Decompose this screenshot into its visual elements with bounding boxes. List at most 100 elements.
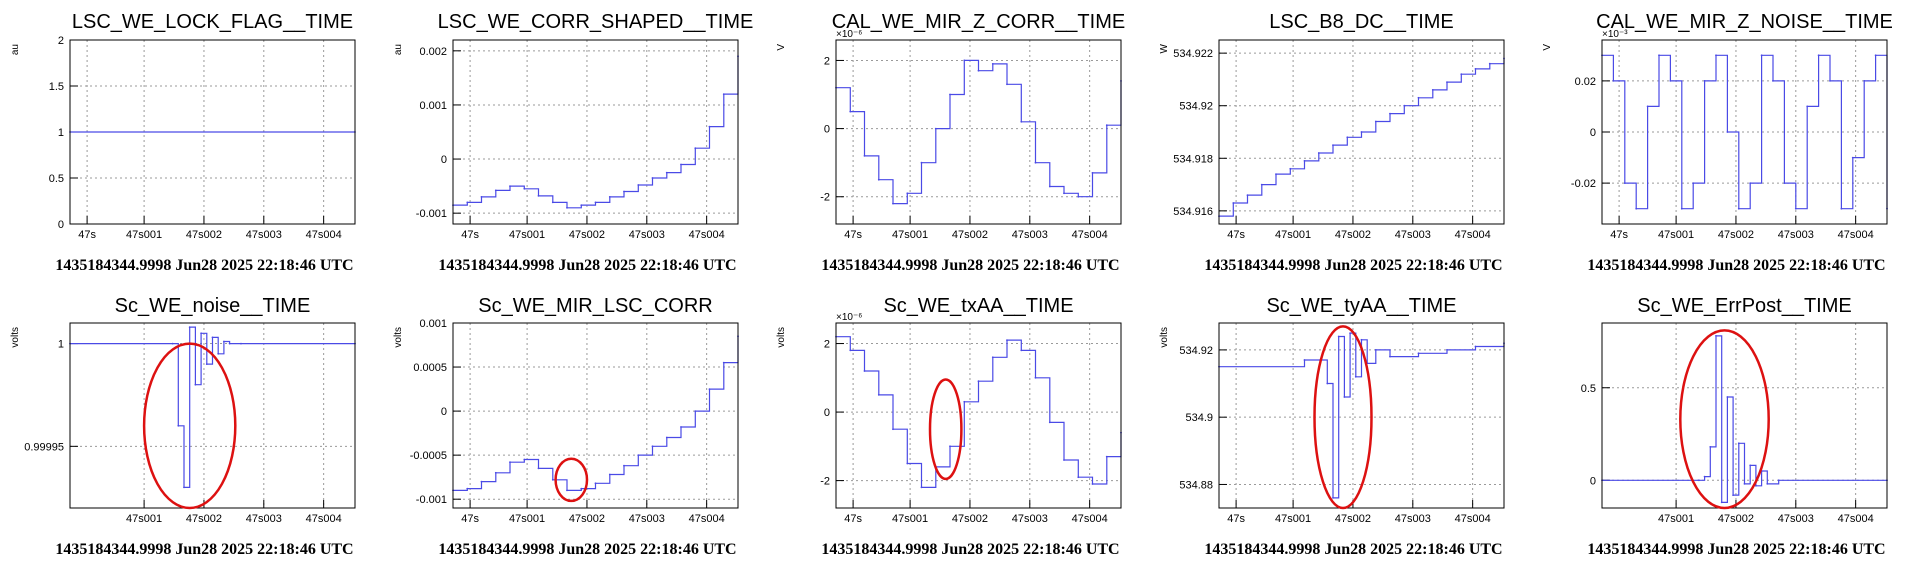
data-point bbox=[1006, 83, 1008, 86]
y-tick-label: 534.918 bbox=[1173, 153, 1213, 165]
y-tick-label: 2 bbox=[824, 55, 830, 67]
chart-title: Sc_WE_noise__TIME bbox=[115, 295, 311, 317]
data-point bbox=[665, 171, 668, 174]
chart-title: Sc_WE_ErrPost__TIME bbox=[1637, 295, 1852, 317]
data-point bbox=[1715, 335, 1717, 337]
x-tick-label: 47s bbox=[78, 229, 96, 241]
chart-panel-3: CAL_WE_MIR_Z_CORR__TIME V ×10⁻⁶ 47s 47s001 47… bbox=[776, 11, 1125, 274]
data-point bbox=[1303, 160, 1306, 162]
data-point bbox=[1646, 105, 1649, 108]
data-point bbox=[906, 192, 909, 195]
data-point bbox=[920, 161, 923, 164]
y-axis-label: volts bbox=[393, 327, 404, 348]
chart-title: Sc_WE_MIR_LSC_CORR bbox=[478, 295, 713, 317]
data-point bbox=[1246, 194, 1249, 197]
data-point bbox=[1703, 80, 1706, 82]
x-tick-label: 47s001 bbox=[892, 229, 928, 241]
y-tick-label: 534.92 bbox=[1179, 101, 1213, 113]
data-point bbox=[877, 394, 880, 396]
y-tick-label: -0.02 bbox=[1571, 178, 1596, 190]
x-tick-label: 47s004 bbox=[1455, 229, 1491, 241]
data-point bbox=[1354, 375, 1357, 378]
y-axis-label: au bbox=[393, 44, 404, 55]
series-line bbox=[1219, 332, 1505, 499]
highlight-ellipse bbox=[928, 378, 963, 481]
x-tick-label: 47s001 bbox=[1275, 513, 1311, 525]
chart-footer: 1435184344.9998 Jun28 2025 22:18:46 UTC bbox=[1204, 257, 1502, 274]
data-point bbox=[1692, 182, 1695, 185]
data-point bbox=[1349, 332, 1351, 334]
highlight-ellipse bbox=[142, 342, 237, 510]
y-tick-label: 1.5 bbox=[49, 81, 64, 93]
x-tick-label: 47s bbox=[844, 513, 862, 525]
series-line bbox=[1219, 58, 1505, 217]
data-point bbox=[1806, 105, 1809, 108]
chart-panel-5: CAL_WE_MIR_Z_NOISE__TIME V ×10⁻³ 47s 47s001 4… bbox=[1542, 11, 1893, 274]
plot-frame bbox=[835, 39, 1122, 225]
data-point bbox=[1337, 335, 1340, 338]
data-point bbox=[1360, 131, 1363, 133]
x-tick-label: 47s003 bbox=[629, 513, 665, 525]
plot-frame bbox=[69, 322, 356, 509]
y-tick-label: 0.5 bbox=[1581, 383, 1596, 395]
data-point bbox=[1709, 446, 1712, 448]
chart-footer: 1435184344.9998 Jun28 2025 22:18:46 UTC bbox=[55, 257, 353, 274]
data-point bbox=[1817, 54, 1820, 57]
x-tick-label: 47s bbox=[1610, 229, 1628, 241]
data-point bbox=[523, 187, 526, 190]
x-tick-label: 47s002 bbox=[1335, 513, 1371, 525]
data-point bbox=[608, 473, 611, 476]
data-point bbox=[637, 454, 640, 456]
data-point bbox=[949, 445, 951, 448]
data-point bbox=[240, 342, 242, 345]
plot-frame bbox=[1601, 39, 1888, 225]
data-point bbox=[892, 428, 894, 431]
data-point bbox=[171, 342, 174, 345]
y-tick-label: 534.922 bbox=[1173, 48, 1213, 60]
data-point bbox=[1346, 136, 1349, 139]
x-tick-label: 47s004 bbox=[689, 513, 725, 525]
data-point bbox=[1698, 479, 1700, 482]
series-line bbox=[836, 59, 1122, 205]
data-point bbox=[1105, 455, 1108, 458]
plot-frame bbox=[835, 322, 1122, 509]
series-line bbox=[836, 336, 1122, 488]
chart-footer: 1435184344.9998 Jun28 2025 22:18:46 UTC bbox=[1587, 257, 1885, 274]
y-tick-label: 2 bbox=[58, 35, 64, 47]
plot-frame bbox=[1218, 39, 1505, 225]
y-tick-label: -2 bbox=[820, 476, 830, 488]
data-point bbox=[509, 461, 511, 464]
data-point bbox=[211, 336, 214, 339]
x-tick-label: 47s004 bbox=[1838, 229, 1874, 241]
data-point bbox=[1332, 144, 1334, 147]
data-point bbox=[1289, 167, 1292, 170]
x-tick-label: 47s003 bbox=[1395, 229, 1431, 241]
data-point bbox=[1374, 120, 1377, 123]
data-point bbox=[1317, 152, 1320, 154]
data-point bbox=[1260, 183, 1263, 186]
chart-footer: 1435184344.9998 Jun28 2025 22:18:46 UTC bbox=[1587, 541, 1885, 558]
chart-panel-10: Sc_WE_ErrPost__TIME 47s001 47s002 47s003 47s… bbox=[1581, 295, 1888, 558]
y-tick-label: 0.99995 bbox=[24, 441, 64, 453]
data-point bbox=[1077, 195, 1080, 198]
data-point bbox=[722, 93, 725, 95]
x-tick-label: 47s003 bbox=[1012, 513, 1048, 525]
data-point bbox=[708, 388, 711, 390]
x-tick-label: 47s bbox=[461, 229, 479, 241]
data-point bbox=[1332, 497, 1334, 499]
data-point bbox=[1275, 173, 1277, 176]
chart-footer: 1435184344.9998 Jun28 2025 22:18:46 UTC bbox=[438, 541, 736, 558]
x-tick-label: 47s002 bbox=[1718, 513, 1754, 525]
y-tick-label: 0 bbox=[441, 154, 447, 166]
chart-footer: 1435184344.9998 Jun28 2025 22:18:46 UTC bbox=[1204, 541, 1502, 558]
chart-footer: 1435184344.9998 Jun28 2025 22:18:46 UTC bbox=[55, 541, 353, 558]
data-point bbox=[949, 93, 951, 96]
data-point bbox=[991, 356, 994, 359]
data-point bbox=[1020, 349, 1023, 352]
data-point bbox=[194, 383, 197, 386]
data-point bbox=[849, 110, 852, 113]
data-point bbox=[1446, 349, 1448, 351]
data-point bbox=[1063, 459, 1065, 461]
